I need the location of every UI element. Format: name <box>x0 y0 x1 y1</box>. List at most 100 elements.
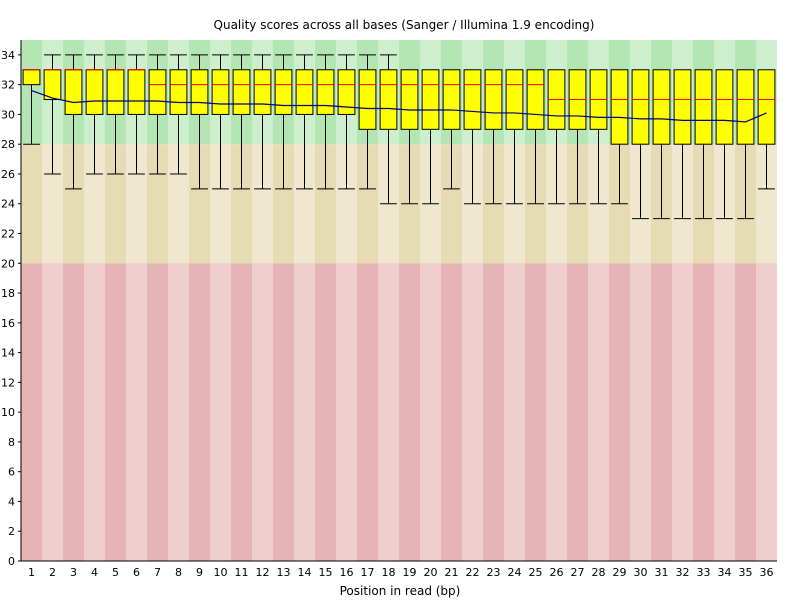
x-tick-label: 3 <box>70 566 77 579</box>
y-tick-label: 14 <box>1 347 15 360</box>
chart-title: Quality scores across all bases (Sanger … <box>214 18 595 32</box>
iqr-box <box>694 69 713 145</box>
box-plot <box>589 69 608 205</box>
iqr-box <box>106 69 125 115</box>
band-stripe <box>378 263 399 561</box>
iqr-box <box>127 69 146 115</box>
iqr-box <box>400 69 419 130</box>
x-tick-label: 19 <box>403 566 417 579</box>
box-plot <box>463 69 482 205</box>
y-tick-label: 6 <box>8 466 15 479</box>
x-tick-label: 16 <box>340 566 354 579</box>
band-stripe <box>504 263 525 561</box>
y-tick-label: 30 <box>1 108 15 121</box>
iqr-box <box>190 69 209 115</box>
box-plot <box>253 54 272 190</box>
box-plot <box>127 54 146 175</box>
iqr-box <box>610 69 629 145</box>
box-plot <box>169 54 188 175</box>
band-stripe <box>588 263 609 561</box>
band-stripe <box>210 144 231 264</box>
box-plot <box>400 69 419 205</box>
iqr-box <box>379 69 398 130</box>
y-tick-label: 22 <box>1 228 15 241</box>
y-tick-label: 12 <box>1 376 15 389</box>
band-stripe <box>336 263 357 561</box>
band-stripe <box>462 263 483 561</box>
band-stripe <box>546 263 567 561</box>
x-tick-label: 21 <box>445 566 459 579</box>
x-tick-label: 11 <box>235 566 249 579</box>
box-plot <box>316 54 335 190</box>
x-tick-label: 15 <box>319 566 333 579</box>
x-tick-label: 23 <box>487 566 501 579</box>
iqr-box <box>64 69 83 115</box>
iqr-box <box>337 69 356 115</box>
y-tick-label: 24 <box>1 198 15 211</box>
y-tick-label: 2 <box>8 525 15 538</box>
box-plot <box>295 54 314 190</box>
box-plot <box>442 69 461 190</box>
x-tick-label: 9 <box>196 566 203 579</box>
box-plot <box>148 54 167 175</box>
box-plot <box>85 54 104 175</box>
iqr-box <box>715 69 734 145</box>
y-tick-label: 4 <box>8 495 15 508</box>
box-plot <box>736 69 755 220</box>
x-tick-label: 10 <box>214 566 228 579</box>
x-tick-label: 29 <box>613 566 627 579</box>
x-tick-label: 36 <box>760 566 774 579</box>
box-plot <box>64 54 83 190</box>
box-plot <box>106 54 125 175</box>
quality-band <box>21 263 777 561</box>
y-tick-label: 8 <box>8 436 15 449</box>
box-plot <box>274 54 293 190</box>
box-plots <box>22 54 776 220</box>
x-tick-label: 7 <box>154 566 161 579</box>
iqr-box <box>736 69 755 145</box>
iqr-box <box>253 69 272 115</box>
x-tick-label: 13 <box>277 566 291 579</box>
x-tick-label: 14 <box>298 566 312 579</box>
band-stripe <box>756 263 777 561</box>
x-tick-label: 18 <box>382 566 396 579</box>
y-tick-label: 16 <box>1 317 15 330</box>
box-plot <box>484 69 503 205</box>
iqr-box <box>652 69 671 145</box>
iqr-box <box>757 69 776 145</box>
x-tick-label: 26 <box>550 566 564 579</box>
x-tick-label: 33 <box>697 566 711 579</box>
iqr-box <box>232 69 251 115</box>
x-tick-label: 2 <box>49 566 56 579</box>
x-tick-label: 4 <box>91 566 98 579</box>
x-tick-label: 1 <box>28 566 35 579</box>
iqr-box <box>22 69 41 86</box>
x-tick-label: 30 <box>634 566 648 579</box>
y-tick-label: 34 <box>1 49 15 62</box>
box-plot <box>568 69 587 205</box>
x-tick-label: 32 <box>676 566 690 579</box>
band-stripe <box>126 263 147 561</box>
y-tick-label: 10 <box>1 406 15 419</box>
y-tick-label: 32 <box>1 79 15 92</box>
band-stripe <box>84 263 105 561</box>
band-stripe <box>420 263 441 561</box>
box-plot <box>379 54 398 205</box>
y-tick-label: 20 <box>1 257 15 270</box>
x-tick-label: 35 <box>739 566 753 579</box>
iqr-box <box>442 69 461 130</box>
x-tick-label: 31 <box>655 566 669 579</box>
band-stripe <box>336 144 357 264</box>
band-stripe <box>294 263 315 561</box>
box-plot <box>694 69 713 220</box>
mean-line-layer <box>31 90 767 123</box>
mean-line <box>31 90 767 123</box>
band-stripe <box>672 263 693 561</box>
box-plot <box>232 54 251 190</box>
box-plot <box>505 69 524 205</box>
x-tick-label: 25 <box>529 566 543 579</box>
iqr-box <box>463 69 482 130</box>
